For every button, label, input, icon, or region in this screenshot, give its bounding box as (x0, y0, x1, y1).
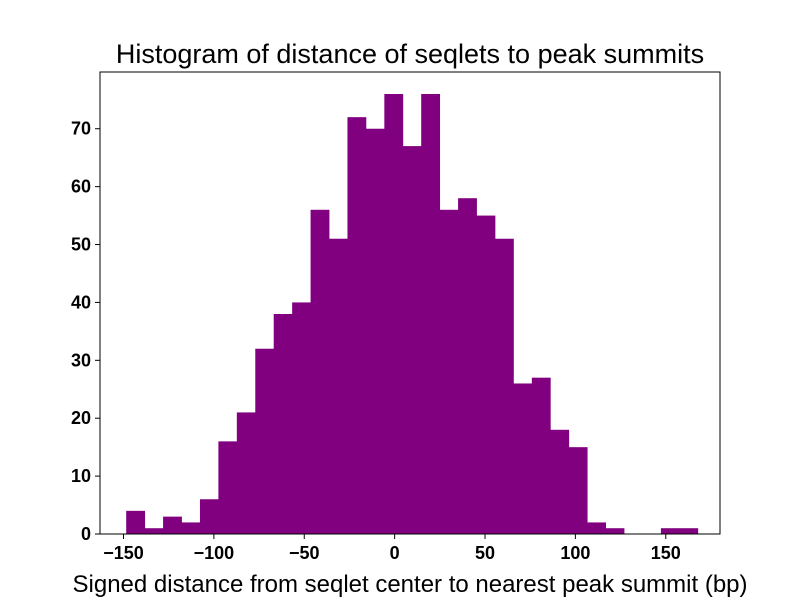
histogram-bar (494, 238, 514, 534)
histogram-bar (421, 94, 441, 534)
y-tick-label: 60 (71, 177, 91, 197)
y-axis-ticks: 0 10 20 30 40 50 60 70 (71, 119, 100, 544)
x-tick-label: −50 (289, 543, 320, 563)
histogram-bar (660, 528, 680, 534)
x-tick-label: −100 (194, 543, 235, 563)
histogram-bar (126, 510, 146, 534)
histogram-bar (310, 209, 330, 534)
x-tick-label: 150 (651, 543, 681, 563)
y-tick-label: 50 (71, 235, 91, 255)
histogram-bar (218, 441, 238, 534)
chart-title: Histogram of distance of seqlets to peak… (116, 39, 704, 69)
y-tick-label: 10 (71, 466, 91, 486)
x-tick-label: 0 (390, 543, 400, 563)
histogram-bar (236, 412, 256, 534)
histogram-bar (513, 383, 533, 534)
histogram-bar (255, 348, 275, 534)
histogram-bar (181, 522, 201, 534)
histogram-bar (605, 528, 625, 534)
histogram-bar (439, 209, 459, 534)
histogram-bar (144, 528, 164, 534)
x-tick-label: 50 (475, 543, 495, 563)
histogram-bar (531, 377, 551, 534)
histogram-bar (347, 117, 367, 534)
histogram-bar (384, 94, 404, 534)
histogram-bar (476, 215, 496, 534)
histogram-bar (550, 429, 570, 534)
bars-group (126, 94, 699, 535)
histogram-bar (329, 238, 348, 534)
y-tick-label: 70 (71, 119, 91, 139)
x-axis-ticks: −150 −100 −50 0 50 100 150 (103, 534, 681, 563)
histogram-bar (163, 516, 182, 534)
x-tick-label: 100 (560, 543, 590, 563)
histogram-bar (365, 128, 385, 534)
y-tick-label: 0 (81, 524, 91, 544)
histogram-bar (402, 146, 422, 534)
histogram-bar (587, 522, 606, 534)
histogram-bar (273, 314, 293, 534)
histogram-bar (458, 198, 477, 535)
histogram-bar (679, 528, 699, 534)
y-tick-label: 30 (71, 350, 91, 370)
histogram-bar (292, 302, 311, 534)
y-tick-label: 40 (71, 292, 91, 312)
histogram-bar (199, 499, 219, 534)
y-tick-label: 20 (71, 408, 91, 428)
plot-frame (99, 71, 721, 535)
x-axis-label: Signed distance from seqlet center to ne… (73, 571, 748, 598)
x-tick-label: −150 (103, 543, 144, 563)
histogram-bar (568, 447, 588, 534)
